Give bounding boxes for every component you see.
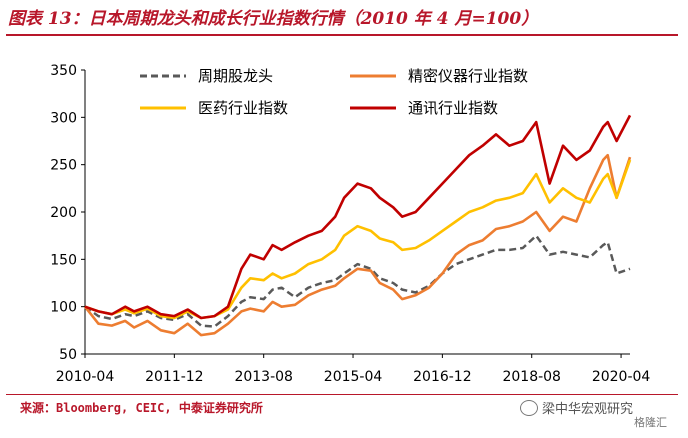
wechat-icon xyxy=(520,399,538,416)
series-line-1 xyxy=(84,234,631,328)
y-tick-label: 150 xyxy=(50,252,77,268)
chart-lines xyxy=(83,114,632,337)
series-line-3 xyxy=(84,159,632,320)
x-tick-label: 2013-08 xyxy=(234,369,293,385)
x-tick-label: 2015-04 xyxy=(324,369,383,385)
legend-label-3: 医药行业指数 xyxy=(198,99,288,117)
y-tick-label: 350 xyxy=(50,63,77,79)
line-chart: 50 100 150 200 250 300 350 2010-04 2011-12 2013-0… xyxy=(50,63,650,385)
series-line-2 xyxy=(83,153,632,337)
x-tick-label: 2016-12 xyxy=(413,369,472,385)
watermark: 梁中华宏观研究 xyxy=(520,398,633,417)
series-line-4 xyxy=(84,114,632,320)
legend-label-4: 通讯行业指数 xyxy=(408,99,498,117)
title-divider xyxy=(6,34,678,36)
watermark-logo: 格隆汇 xyxy=(634,416,667,429)
x-tick-label: 2011-12 xyxy=(145,369,204,385)
x-tick-label: 2010-04 xyxy=(56,369,115,385)
y-tick-label: 50 xyxy=(59,347,77,363)
x-tick-label: 2020-04 xyxy=(592,369,651,385)
y-tick-label: 250 xyxy=(50,158,77,174)
figure-title: 图表 13：日本周期龙头和成长行业指数行情（2010 年 4 月=100） xyxy=(8,9,539,29)
x-tick-label: 2018-08 xyxy=(502,369,561,385)
watermark-text: 梁中华宏观研究 xyxy=(542,402,634,417)
legend-label-2: 精密仪器行业指数 xyxy=(408,67,528,85)
y-tick-label: 300 xyxy=(50,110,77,126)
chart-axes: 50 100 150 200 250 300 350 2010-04 2011-12 2013-0… xyxy=(50,63,650,385)
y-tick-label: 200 xyxy=(50,205,77,221)
y-tick-label: 100 xyxy=(50,300,77,316)
source-divider xyxy=(6,394,678,395)
source-note: 来源：Bloomberg, CEIC, 中泰证券研究所 xyxy=(20,401,263,415)
legend-label-1: 周期股龙头 xyxy=(198,67,273,85)
